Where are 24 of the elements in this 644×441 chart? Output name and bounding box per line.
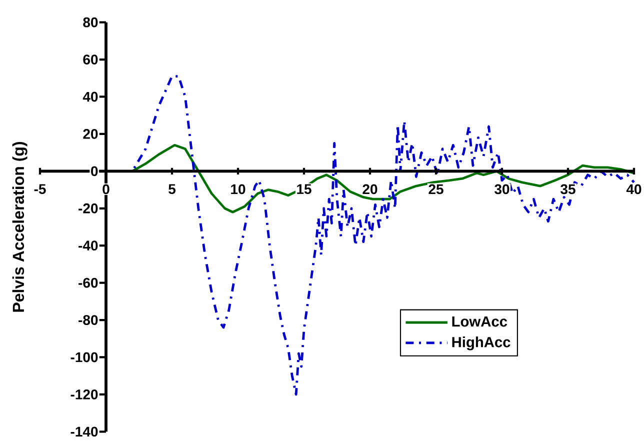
x-tick-label: 40 xyxy=(626,184,642,194)
legend-label: LowAcc xyxy=(452,316,508,327)
x-tick-label: 5 xyxy=(168,184,176,194)
x-tick-label: 20 xyxy=(362,184,378,194)
y-tick-label: 60 xyxy=(83,54,98,64)
y-tick-label: -40 xyxy=(78,240,98,251)
x-tick-label: 10 xyxy=(231,184,246,194)
x-tick-label: 0 xyxy=(102,184,110,194)
y-tick-label: -140 xyxy=(70,426,98,437)
x-tick-label: -5 xyxy=(34,184,46,194)
y-axis-title: Pelvis Acceleration (g) xyxy=(12,142,28,312)
y-tick-label: 80 xyxy=(83,17,98,28)
y-tick-label: 0 xyxy=(91,166,98,176)
x-tick-label: 35 xyxy=(560,184,576,194)
x-tick-label: 30 xyxy=(494,184,510,194)
y-tick-label: 20 xyxy=(83,129,98,139)
y-tick-label: -120 xyxy=(70,389,98,400)
x-tick-label: 25 xyxy=(428,184,444,194)
legend-label: HighAcc xyxy=(452,336,510,350)
y-tick-label: -60 xyxy=(78,278,98,288)
y-tick-label: -20 xyxy=(78,203,98,214)
y-tick-label: -80 xyxy=(78,315,98,325)
y-tick-label: -100 xyxy=(70,352,98,362)
y-tick-label: 40 xyxy=(82,92,98,102)
